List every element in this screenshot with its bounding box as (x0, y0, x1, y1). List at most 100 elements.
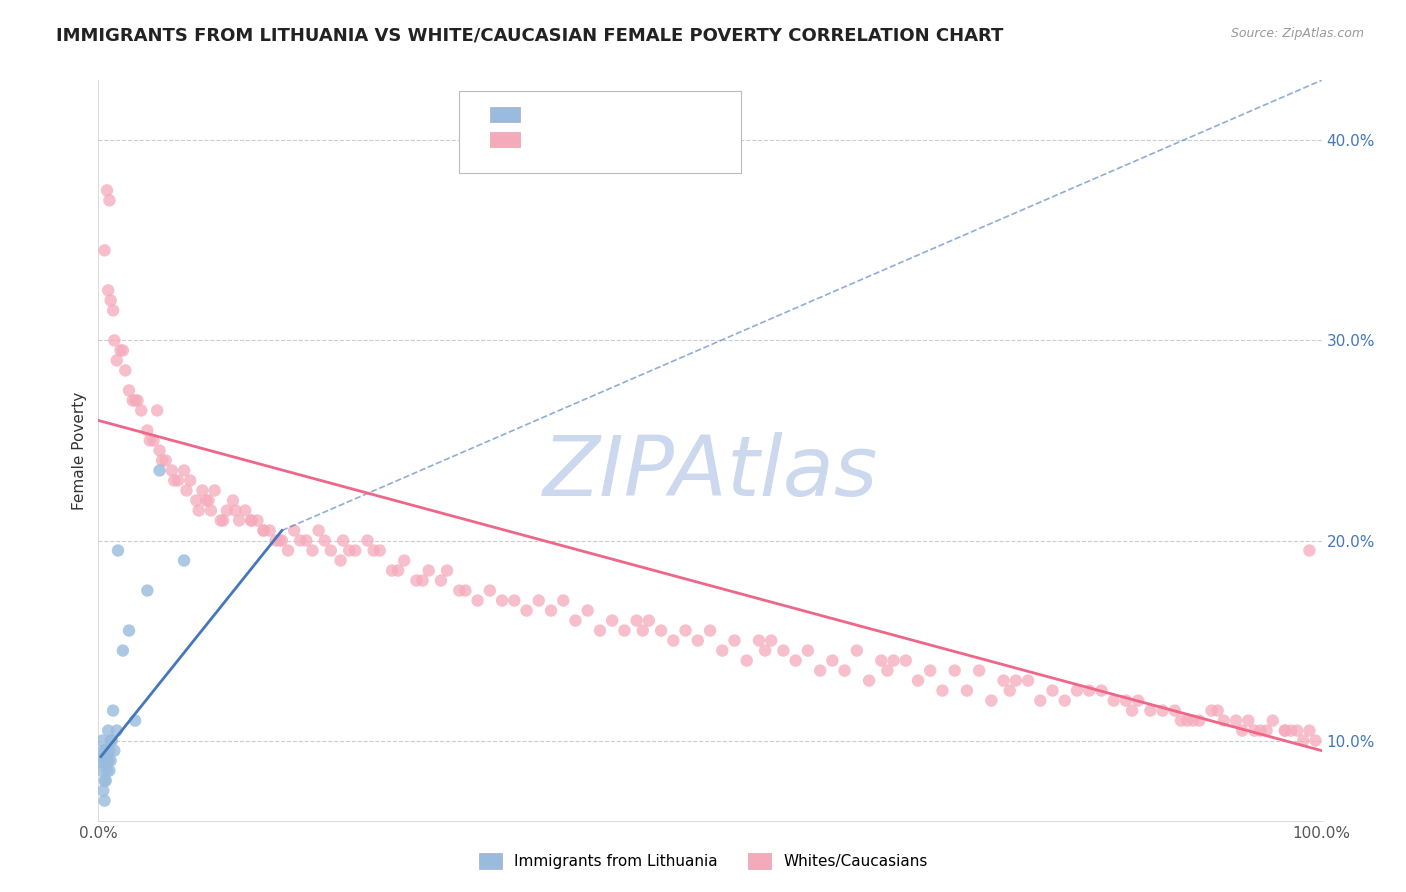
Point (467, 593, 489, 607)
Point (576, 603, 599, 617)
Legend: Immigrants from Lithuania, Whites/Caucasians: Immigrants from Lithuania, Whites/Caucas… (472, 847, 934, 875)
Point (295, 533, 318, 548)
Point (1053, 693, 1076, 707)
Point (118, 624, 141, 638)
Point (93, 794, 115, 808)
Point (93, 773, 115, 788)
Text: R=  0.384: R= 0.384 (530, 106, 613, 121)
Point (100, 754, 122, 768)
Point (204, 483, 226, 498)
Point (527, 593, 550, 607)
Point (1175, 714, 1198, 728)
Point (103, 334, 125, 348)
Point (1298, 723, 1320, 738)
Point (98, 743, 121, 757)
Point (277, 543, 299, 558)
Text: R= -0.887: R= -0.887 (530, 132, 614, 147)
Point (564, 614, 586, 628)
Point (91, 764, 114, 778)
Point (1286, 723, 1309, 738)
Point (1274, 723, 1296, 738)
Point (735, 654, 758, 668)
Point (246, 514, 269, 528)
Point (91, 733, 114, 747)
Point (637, 614, 661, 628)
Point (1066, 683, 1088, 698)
Point (1274, 723, 1296, 738)
Point (103, 743, 125, 757)
Point (998, 683, 1021, 698)
Point (1017, 673, 1039, 688)
Point (993, 673, 1015, 688)
Point (772, 643, 794, 657)
Point (332, 533, 354, 548)
Point (1292, 733, 1315, 747)
Point (356, 533, 378, 548)
Point (454, 583, 477, 598)
Point (173, 553, 195, 567)
Point (97, 284, 120, 298)
Point (96, 183, 118, 197)
Point (98, 764, 121, 778)
Point (956, 683, 979, 698)
Point (252, 524, 274, 538)
Point (1090, 683, 1112, 698)
Point (337, 543, 360, 558)
Point (430, 574, 453, 588)
Point (600, 614, 623, 628)
Point (100, 293, 122, 308)
Point (1256, 723, 1278, 738)
Point (269, 533, 291, 548)
Point (363, 543, 385, 558)
Point (96, 764, 118, 778)
Point (179, 474, 201, 488)
FancyBboxPatch shape (460, 91, 741, 173)
Point (93, 244, 115, 258)
Point (392, 553, 416, 567)
Point (907, 673, 929, 688)
Point (894, 654, 917, 668)
Point (173, 463, 195, 477)
Point (1164, 704, 1187, 718)
Point (449, 583, 471, 598)
Point (101, 733, 124, 747)
Point (110, 343, 132, 358)
Point (967, 664, 990, 678)
Point (1188, 714, 1211, 728)
Point (675, 624, 697, 638)
Point (1042, 683, 1064, 698)
Point (412, 574, 434, 588)
Point (553, 593, 575, 607)
Point (1237, 714, 1260, 728)
Point (1212, 714, 1234, 728)
Point (1078, 683, 1101, 698)
FancyBboxPatch shape (489, 132, 520, 147)
Point (124, 393, 146, 408)
Point (129, 403, 152, 417)
Point (97, 723, 120, 738)
Point (870, 654, 893, 668)
Point (127, 393, 149, 408)
Point (290, 533, 312, 548)
Text: IMMIGRANTS FROM LITHUANIA VS WHITE/CAUCASIAN FEMALE POVERTY CORRELATION CHART: IMMIGRANTS FROM LITHUANIA VS WHITE/CAUCA… (56, 27, 1004, 45)
FancyBboxPatch shape (489, 107, 520, 121)
Point (94, 773, 117, 788)
Point (436, 564, 458, 578)
Point (699, 624, 721, 638)
Point (1139, 704, 1161, 718)
Point (1029, 693, 1052, 707)
Point (1305, 733, 1327, 747)
Point (136, 583, 159, 598)
Point (785, 654, 807, 668)
Point (1201, 704, 1223, 718)
Point (240, 514, 263, 528)
Point (821, 654, 844, 668)
Point (93, 754, 115, 768)
Point (100, 733, 122, 747)
Point (387, 564, 409, 578)
Point (478, 583, 501, 598)
Point (1206, 704, 1229, 718)
Point (176, 483, 198, 498)
Point (405, 574, 427, 588)
Point (283, 524, 305, 538)
